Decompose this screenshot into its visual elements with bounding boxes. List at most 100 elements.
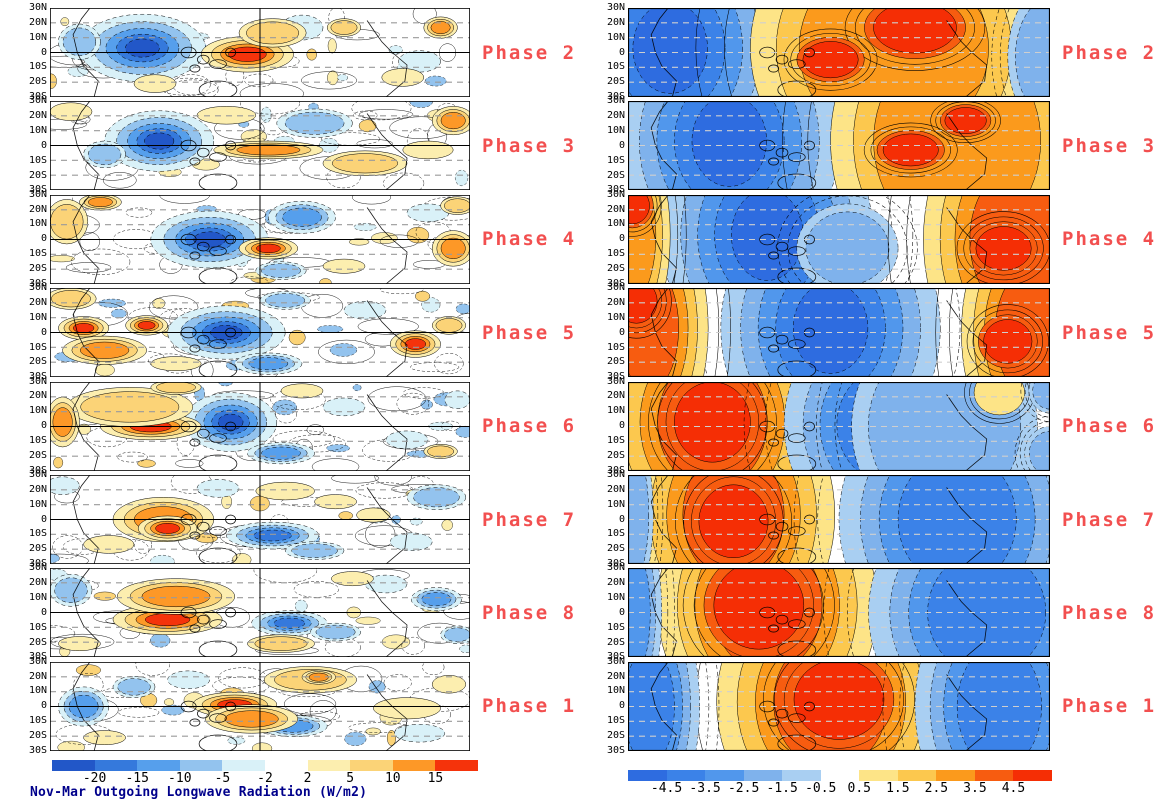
colorbar-tick-label: 5	[346, 771, 355, 786]
gridlines	[50, 101, 470, 191]
colorbar-tick-label: -20	[82, 771, 107, 786]
colorbar-tick-label: -15	[125, 771, 149, 786]
lat-tick-label: 10N	[28, 31, 47, 43]
lat-tick-label: 30S	[606, 558, 625, 569]
olr-caption: Nov-Mar Outgoing Longwave Radiation (W/m…	[30, 785, 368, 800]
lat-tick-label: 20N	[28, 483, 47, 495]
phase-label-anom-phase-7: Phase 7	[1062, 508, 1157, 531]
gridlines	[50, 288, 470, 378]
panel-row-olr-phase-3: 30N 20N 10N 0 10S 20S 30S Phase 3	[29, 96, 574, 195]
lat-tick-label: 10S	[606, 341, 625, 353]
colorbar-segment	[743, 770, 783, 781]
lat-tick-label: 20S	[28, 729, 47, 741]
panel-row-anom-phase-5: 30N 20N 10N 0 10S 20S 30S Phase 5	[607, 283, 1154, 382]
lat-tick-label: 10S	[28, 341, 47, 353]
lat-tick-label: 10N	[28, 405, 47, 417]
lat-tick-label: 20N	[606, 390, 625, 402]
lat-tick-label: 20S	[28, 449, 47, 461]
phase-label-olr-phase-2: Phase 2	[482, 41, 577, 64]
panel-row-olr-phase-1: 30N 20N 10N 0 10S 20S 30S Phase 1	[29, 656, 574, 755]
lat-tick-label: 20N	[28, 390, 47, 402]
lat-tick-label: 10S	[606, 248, 625, 260]
lat-tick-label: 20S	[606, 636, 625, 648]
colorbar-segment	[94, 760, 138, 771]
lat-tick-label: 20S	[28, 76, 47, 88]
lat-tick-label: 0	[40, 606, 47, 618]
phase-label-anom-phase-2: Phase 2	[1062, 41, 1157, 64]
lat-tick-label: 20S	[606, 169, 625, 181]
lat-tick-label: 30N	[28, 188, 47, 200]
lat-tick-label: 30S	[606, 91, 625, 102]
lat-tick-label: 0	[618, 420, 625, 432]
gridlines	[628, 582, 1050, 644]
anomaly-field	[628, 381, 1050, 471]
panel-row-anom-phase-2: 30N 20N 10N 0 10S 20S 30S Phase 2	[607, 3, 1154, 102]
colorbar-segment	[137, 760, 180, 771]
phase-label-olr-phase-5: Phase 5	[482, 321, 577, 344]
lat-tick-label: 10N	[28, 498, 47, 510]
panel-row-olr-phase-6: 30N 20N 10N 0 10S 20S 30S Phase 6	[29, 376, 574, 475]
lat-tick-label: 10N	[606, 311, 625, 323]
map-panel-olr-phase-4	[50, 194, 470, 284]
lat-tick-label: 0	[618, 513, 625, 525]
lat-tick-label: 20S	[606, 729, 625, 741]
lat-tick-label: 10N	[606, 218, 625, 230]
lat-tick-label: 0	[40, 326, 47, 338]
map-panel-anom-phase-4	[628, 194, 1050, 284]
lat-tick-label: 20N	[606, 577, 625, 589]
phase-label-olr-phase-4: Phase 4	[482, 228, 577, 251]
lat-tick-label: 20S	[28, 262, 47, 274]
lat-tick-label: 20N	[606, 110, 625, 122]
olr-colorbar	[52, 760, 478, 771]
lat-tick-label: 30N	[606, 655, 625, 667]
lat-tick-label: 30N	[606, 2, 625, 13]
lat-tick-label: 20N	[28, 16, 47, 28]
panel-row-anom-phase-7: 30N 20N 10N 0 10S 20S 30S Phase 7	[607, 470, 1154, 569]
lat-tick-label: 20N	[606, 297, 625, 309]
lat-tick-label: 30N	[28, 469, 47, 480]
gridlines	[50, 568, 470, 658]
gridlines	[628, 489, 1050, 550]
lat-tick-label: 30S	[606, 464, 625, 476]
panel-row-olr-phase-4: 30N 20N 10N 0 10S 20S 30S Phase 4	[29, 189, 574, 288]
lat-tick-label: 30S	[28, 184, 47, 196]
lat-tick-label: 10S	[606, 528, 625, 540]
colorbar-segment	[897, 770, 937, 781]
colorbar-tick-label: -5	[214, 771, 231, 786]
colorbar-tick-label: -10	[168, 771, 192, 786]
gridlines	[628, 676, 1050, 737]
phase-label-anom-phase-1: Phase 1	[1062, 695, 1157, 718]
phase-label-anom-phase-6: Phase 6	[1062, 415, 1157, 438]
lat-tick-label: 30S	[28, 558, 47, 569]
colorbar-tick-label: -2.5	[727, 781, 760, 796]
colorbar-tick-label: 2.5	[924, 781, 949, 796]
lat-tick-label: 20S	[606, 449, 625, 461]
colorbar-segment	[666, 770, 706, 781]
colorbar-tick-label: -1.5	[766, 781, 798, 796]
lat-tick-label: 10S	[606, 621, 625, 633]
lat-tick-label: 30N	[606, 469, 625, 480]
lat-tick-label: 10S	[28, 434, 47, 446]
lat-tick-label: 30N	[28, 2, 47, 13]
lat-tick-label: 0	[618, 606, 625, 618]
lat-tick-label: 30N	[28, 95, 47, 107]
gridlines	[50, 661, 470, 751]
coastlines	[72, 568, 408, 658]
colorbar-tick-label: 0.5	[847, 781, 872, 796]
lat-tick-label: 30S	[28, 91, 47, 102]
panel-row-anom-phase-8: 30N 20N 10N 0 10S 20S 30S Phase 8	[607, 563, 1154, 662]
lat-tick-label: 20S	[28, 543, 47, 555]
lat-tick-label: 0	[618, 326, 625, 338]
lat-tick-label: 20S	[28, 636, 47, 648]
lat-tick-label: 10N	[606, 498, 625, 510]
colorbar-tick-label: -0.5	[805, 781, 837, 796]
lat-tick-label: 0	[618, 46, 625, 58]
lat-tick-label: 10S	[28, 154, 47, 166]
colorbar-tick-label: 10	[384, 771, 401, 786]
lat-tick-label: 30S	[28, 277, 47, 289]
lat-tick-label: 30N	[28, 655, 47, 667]
colorbar-segment	[52, 760, 95, 771]
lat-tick-label: 0	[40, 513, 47, 525]
map-panel-anom-phase-1	[628, 661, 1050, 751]
